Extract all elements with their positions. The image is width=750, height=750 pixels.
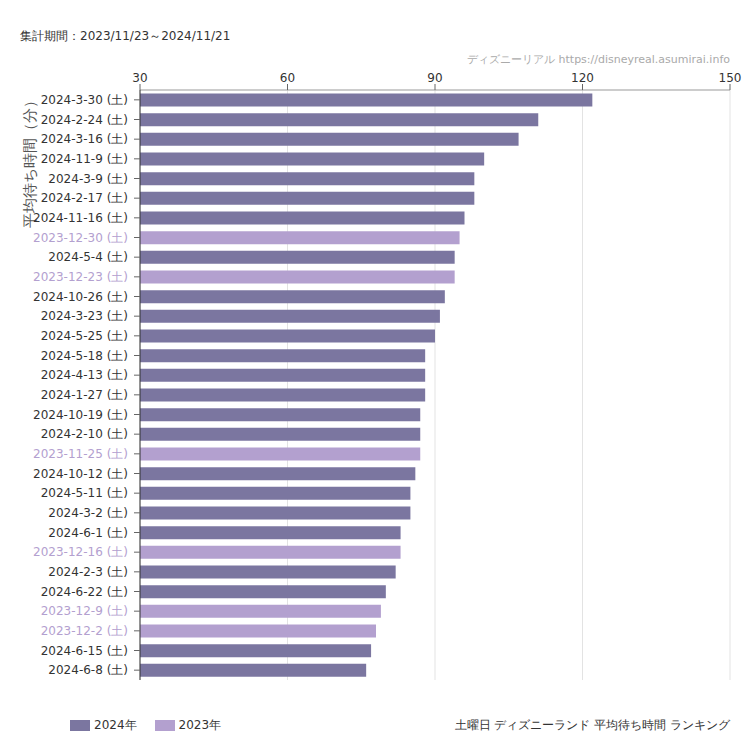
svg-text:2024-6-15 (土): 2024-6-15 (土) bbox=[41, 644, 128, 658]
svg-text:2024-5-4 (土): 2024-5-4 (土) bbox=[48, 250, 128, 264]
svg-text:2024-2-24 (土): 2024-2-24 (土) bbox=[41, 113, 128, 127]
svg-text:2024-3-2 (土): 2024-3-2 (土) bbox=[48, 506, 128, 520]
html-text:2023年: 2023年 bbox=[178, 718, 222, 732]
svg-text:2024-6-1 (土): 2024-6-1 (土) bbox=[48, 526, 128, 540]
svg-text:2024-10-12 (土): 2024-10-12 (土) bbox=[33, 467, 128, 481]
svg-text:2024-5-25 (土): 2024-5-25 (土) bbox=[41, 329, 128, 343]
svg-text:2024-2-3 (土): 2024-2-3 (土) bbox=[48, 565, 128, 579]
svg-text:2024-4-13 (土): 2024-4-13 (土) bbox=[41, 368, 128, 382]
svg-text:2023-11-25 (土): 2023-11-25 (土) bbox=[33, 447, 128, 461]
svg-text:2024-3-23 (土): 2024-3-23 (土) bbox=[41, 309, 128, 323]
svg-text:2024-2-17 (土): 2024-2-17 (土) bbox=[41, 191, 128, 205]
svg-text:2024-3-9 (土): 2024-3-9 (土) bbox=[48, 172, 128, 186]
svg-text:150: 150 bbox=[719, 71, 742, 85]
html-text:集計期間：2023/11/23～2024/11/21: 集計期間：2023/11/23～2024/11/21 bbox=[20, 29, 231, 43]
svg-text:2023-12-30 (土): 2023-12-30 (土) bbox=[33, 231, 128, 245]
svg-text:90: 90 bbox=[427, 71, 442, 85]
svg-text:2024-1-27 (土): 2024-1-27 (土) bbox=[41, 388, 128, 402]
html-text:2024年: 2024年 bbox=[94, 718, 137, 732]
svg-text:2024-10-19 (土): 2024-10-19 (土) bbox=[33, 408, 128, 422]
svg-text:120: 120 bbox=[571, 71, 594, 85]
svg-text:2024-10-26 (土): 2024-10-26 (土) bbox=[33, 290, 128, 304]
svg-text:2024-6-8 (土): 2024-6-8 (土) bbox=[48, 663, 128, 677]
svg-text:2024-6-22 (土): 2024-6-22 (土) bbox=[41, 585, 128, 599]
svg-text:2023-12-23 (土): 2023-12-23 (土) bbox=[33, 270, 128, 284]
svg-text:2024-3-16 (土): 2024-3-16 (土) bbox=[41, 132, 128, 146]
html-text:ディズニーリアル https://disneyreal.as: ディズニーリアル https://disneyreal.asumirai.inf… bbox=[467, 53, 730, 66]
svg-text:2024-11-9 (土): 2024-11-9 (土) bbox=[41, 152, 128, 166]
svg-text:2024-5-11 (土): 2024-5-11 (土) bbox=[41, 486, 128, 500]
svg-text:2023-12-9 (土): 2023-12-9 (土) bbox=[41, 604, 128, 618]
html-text:土曜日 ディズニーランド 平均待ち時間 ランキング: 土曜日 ディズニーランド 平均待ち時間 ランキング bbox=[454, 718, 730, 732]
svg-text:30: 30 bbox=[132, 71, 147, 85]
svg-text:2023-12-2 (土): 2023-12-2 (土) bbox=[41, 624, 128, 638]
svg-text:2023-12-16 (土): 2023-12-16 (土) bbox=[33, 545, 128, 559]
svg-text:2024-2-10 (土): 2024-2-10 (土) bbox=[41, 427, 128, 441]
html-text:平均待ち時間（分）: 平均待ち時間（分） bbox=[20, 92, 39, 228]
svg-text:60: 60 bbox=[280, 71, 295, 85]
svg-text:2024-11-16 (土): 2024-11-16 (土) bbox=[33, 211, 128, 225]
svg-text:2024-3-30 (土): 2024-3-30 (土) bbox=[41, 93, 128, 107]
svg-text:2024-5-18 (土): 2024-5-18 (土) bbox=[41, 349, 128, 363]
